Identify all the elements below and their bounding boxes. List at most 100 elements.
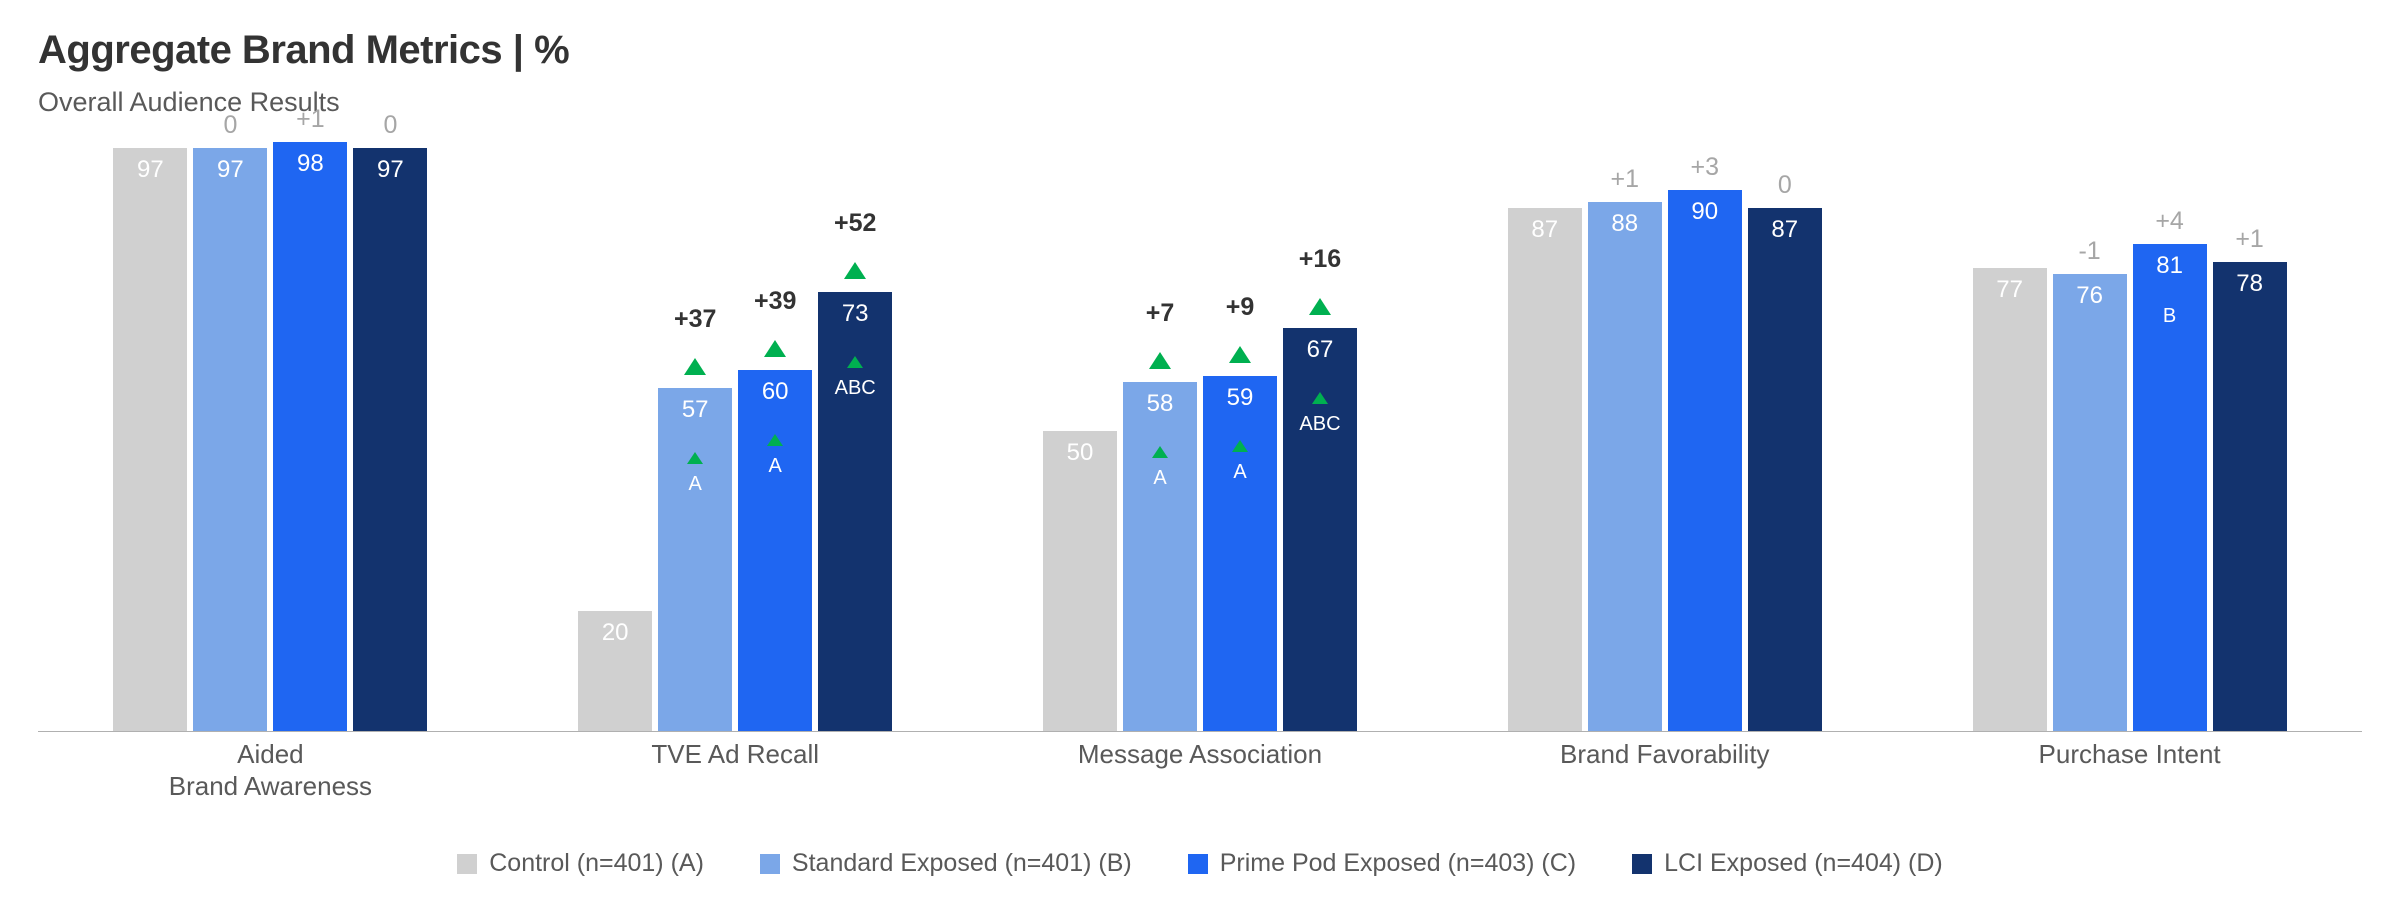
bar: 98+1 bbox=[273, 142, 347, 731]
x-axis-labels: AidedBrand AwarenessTVE Ad RecallMessage… bbox=[38, 738, 2362, 802]
bar: 58+7A bbox=[1123, 382, 1197, 731]
delta-text: +1 bbox=[1588, 165, 1662, 194]
up-triangle-icon bbox=[687, 452, 703, 464]
delta-text: +52 bbox=[818, 209, 892, 238]
delta-annotation: +1 bbox=[1588, 165, 1662, 194]
delta-annotation: +7 bbox=[1123, 299, 1197, 374]
plot-area: 9797098+19702057+37A60+39A73+52ABC5058+7… bbox=[38, 130, 2362, 732]
up-triangle-icon bbox=[844, 262, 866, 279]
bar-value-label: 50 bbox=[1043, 439, 1117, 467]
bar: 870 bbox=[1748, 208, 1822, 731]
delta-annotation: 0 bbox=[353, 111, 427, 140]
bar: 73+52ABC bbox=[818, 292, 892, 731]
legend-item: Prime Pod Exposed (n=403) (C) bbox=[1188, 849, 1576, 878]
delta-annotation: -1 bbox=[2053, 237, 2127, 266]
bar: 60+39A bbox=[738, 370, 812, 731]
delta-annotation: +52 bbox=[818, 209, 892, 284]
delta-text: +4 bbox=[2133, 207, 2207, 236]
legend-label: Control (n=401) (A) bbox=[489, 849, 704, 878]
delta-text: +16 bbox=[1283, 245, 1357, 274]
bar-value-label: 57 bbox=[658, 396, 732, 424]
bar-value-label: 81 bbox=[2133, 252, 2207, 280]
legend-item: Control (n=401) (A) bbox=[457, 849, 704, 878]
x-axis-label: TVE Ad Recall bbox=[503, 738, 968, 802]
bar-value-label: 97 bbox=[193, 156, 267, 184]
bar: 970 bbox=[353, 148, 427, 731]
up-triangle-icon bbox=[767, 434, 783, 446]
bar-value-label: 76 bbox=[2053, 282, 2127, 310]
x-axis-label: Message Association bbox=[968, 738, 1433, 802]
significance-label: ABC bbox=[1283, 386, 1357, 436]
up-triangle-icon bbox=[1152, 446, 1168, 458]
bar: 77 bbox=[1973, 268, 2047, 731]
bar: 59+9A bbox=[1203, 376, 1277, 731]
up-triangle-icon bbox=[1232, 440, 1248, 452]
delta-annotation: +3 bbox=[1668, 153, 1742, 182]
significance-label: A bbox=[658, 446, 732, 496]
bar-group: 9797098+1970 bbox=[38, 130, 503, 731]
significance-letters: ABC bbox=[1283, 412, 1357, 436]
legend-swatch bbox=[760, 854, 780, 874]
up-triangle-icon bbox=[1149, 352, 1171, 369]
chart-container: Aggregate Brand Metrics | % Overall Audi… bbox=[0, 0, 2400, 900]
delta-annotation: +9 bbox=[1203, 293, 1277, 368]
bar: 78+1 bbox=[2213, 262, 2287, 731]
bar: 67+16ABC bbox=[1283, 328, 1357, 731]
bar-value-label: 98 bbox=[273, 150, 347, 178]
bar-value-label: 78 bbox=[2213, 270, 2287, 298]
delta-annotation: 0 bbox=[1748, 171, 1822, 200]
delta-annotation: +16 bbox=[1283, 245, 1357, 320]
significance-label: B bbox=[2133, 302, 2207, 328]
legend-item: Standard Exposed (n=401) (B) bbox=[760, 849, 1132, 878]
delta-text: 0 bbox=[1748, 171, 1822, 200]
bar: 81+4B bbox=[2133, 244, 2207, 731]
significance-letters: A bbox=[738, 454, 812, 478]
bar-group: 7776-181+4B78+1 bbox=[1897, 130, 2362, 731]
significance-label: A bbox=[1203, 434, 1277, 484]
delta-text: 0 bbox=[193, 111, 267, 140]
significance-label: A bbox=[738, 428, 812, 478]
legend-label: LCI Exposed (n=404) (D) bbox=[1664, 849, 1943, 878]
up-triangle-icon bbox=[684, 358, 706, 375]
legend-swatch bbox=[1188, 854, 1208, 874]
bar: 88+1 bbox=[1588, 202, 1662, 731]
up-triangle-icon bbox=[1312, 392, 1328, 404]
bar-value-label: 60 bbox=[738, 378, 812, 406]
significance-letters: B bbox=[2133, 304, 2207, 328]
delta-annotation: +4 bbox=[2133, 207, 2207, 236]
bar-value-label: 87 bbox=[1748, 216, 1822, 244]
legend-swatch bbox=[457, 854, 477, 874]
bar-group: 8788+190+3870 bbox=[1432, 130, 1897, 731]
bar: 97 bbox=[113, 148, 187, 731]
chart-title: Aggregate Brand Metrics | % bbox=[38, 28, 2362, 73]
delta-text: +3 bbox=[1668, 153, 1742, 182]
x-axis-label: AidedBrand Awareness bbox=[38, 738, 503, 802]
legend-label: Prime Pod Exposed (n=403) (C) bbox=[1220, 849, 1576, 878]
legend: Control (n=401) (A) Standard Exposed (n=4… bbox=[0, 849, 2400, 878]
legend-item: LCI Exposed (n=404) (D) bbox=[1632, 849, 1943, 878]
up-triangle-icon bbox=[1229, 346, 1251, 363]
significance-letters: A bbox=[1123, 466, 1197, 490]
up-triangle-icon bbox=[764, 340, 786, 357]
bar-value-label: 90 bbox=[1668, 198, 1742, 226]
delta-annotation: +1 bbox=[2213, 225, 2287, 254]
bar-group: 2057+37A60+39A73+52ABC bbox=[503, 130, 968, 731]
delta-text: -1 bbox=[2053, 237, 2127, 266]
bar: 57+37A bbox=[658, 388, 732, 731]
bar-value-label: 59 bbox=[1203, 384, 1277, 412]
delta-annotation: +37 bbox=[658, 305, 732, 380]
significance-letters: A bbox=[658, 472, 732, 496]
bar: 50 bbox=[1043, 431, 1117, 732]
delta-annotation: +39 bbox=[738, 287, 812, 362]
significance-label: ABC bbox=[818, 350, 892, 400]
x-axis-label: Brand Favorability bbox=[1432, 738, 1897, 802]
x-axis-label: Purchase Intent bbox=[1897, 738, 2362, 802]
bar-value-label: 67 bbox=[1283, 336, 1357, 364]
delta-text: +37 bbox=[658, 305, 732, 334]
delta-text: +1 bbox=[2213, 225, 2287, 254]
bar: 87 bbox=[1508, 208, 1582, 731]
bar: 20 bbox=[578, 611, 652, 731]
bar-value-label: 87 bbox=[1508, 216, 1582, 244]
up-triangle-icon bbox=[1309, 298, 1331, 315]
bar-value-label: 58 bbox=[1123, 390, 1197, 418]
